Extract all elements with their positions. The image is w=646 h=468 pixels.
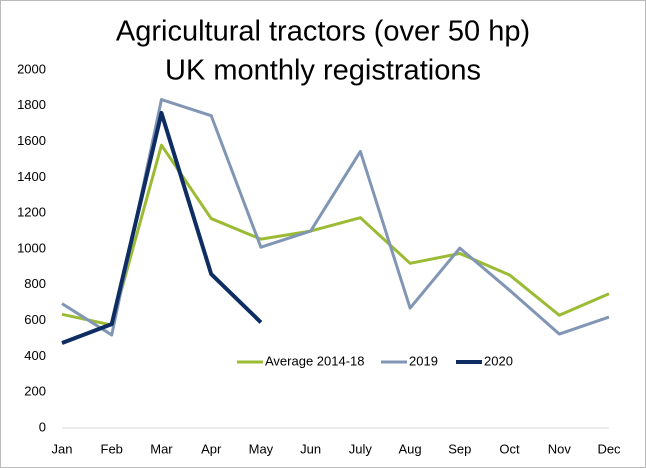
chart-subtitle: UK monthly registrations <box>165 55 481 87</box>
series-line <box>61 143 610 327</box>
y-tick-label: 600 <box>24 312 46 327</box>
series-line <box>61 110 263 345</box>
x-tick-label: Nov <box>548 441 572 456</box>
y-tick-label: 1000 <box>17 240 46 255</box>
x-tick-label: Aug <box>399 441 422 456</box>
y-tick-label: 400 <box>24 348 46 363</box>
y-tick-label: 1800 <box>17 97 46 112</box>
chart-title: Agricultural tractors (over 50 hp) <box>116 16 530 48</box>
x-tick-label: Sep <box>448 441 471 456</box>
x-tick-label: Jun <box>300 441 321 456</box>
legend-label: 2020 <box>484 353 513 368</box>
y-tick-label: 0 <box>39 419 46 434</box>
x-tick-label: Dec <box>597 441 621 456</box>
legend-label: Average 2014-18 <box>265 353 365 368</box>
x-tick-label: Oct <box>499 441 520 456</box>
x-tick-label: July <box>349 441 373 456</box>
y-tick-label: 1400 <box>17 169 46 184</box>
x-tick-label: May <box>249 441 274 456</box>
y-tick-label: 200 <box>24 384 46 399</box>
x-tick-label: Apr <box>201 441 222 456</box>
series-line <box>61 98 610 337</box>
y-tick-label: 1600 <box>17 133 46 148</box>
y-tick-label: 2000 <box>17 61 46 76</box>
x-tick-label: Jan <box>52 441 73 456</box>
y-tick-label: 1200 <box>17 205 46 220</box>
x-tick-label: Mar <box>150 441 173 456</box>
y-tick-label: 800 <box>24 276 46 291</box>
legend-label: 2019 <box>409 353 438 368</box>
x-tick-label: Feb <box>101 441 123 456</box>
